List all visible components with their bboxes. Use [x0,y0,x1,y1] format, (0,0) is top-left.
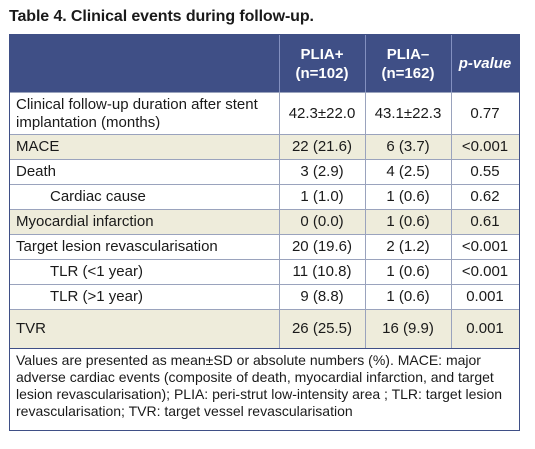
row-label: TLR (<1 year) [50,263,143,280]
plia-negative-value: 1 (0.6) [386,263,430,280]
plia-negative-value: 1 (0.6) [386,213,430,230]
row-label: Myocardial infarction [16,213,154,230]
plia-negative-value: 16 (9.9) [382,320,434,337]
plia-negative-value: 6 (3.7) [386,138,430,155]
header-p-value: p-value [451,35,519,92]
plia-positive-value: 1 (1.0) [300,188,344,205]
plia-negative-value: 43.1±22.3 [374,104,442,122]
table-row: Clinical follow-up duration after stent … [10,92,519,134]
clinical-events-table: PLIA+ (n=102) PLIA– (n=162) p-value Clin… [9,34,520,431]
row-label: TLR (>1 year) [50,288,143,305]
row-label: MACE [16,138,60,155]
plia-positive-value: 42.3±22.0 [288,104,356,122]
plia-negative-value: 4 (2.5) [386,163,430,180]
p-value: 0.77 [470,104,500,122]
p-value: <0.001 [461,138,509,155]
plia-positive-value: 0 (0.0) [300,213,344,230]
p-value: <0.001 [461,238,509,255]
header-plia-negative: PLIA– (n=162) [365,35,451,92]
table-header: PLIA+ (n=102) PLIA– (n=162) p-value [10,35,519,92]
row-label: Clinical follow-up duration after stent … [16,95,258,131]
table-row: Cardiac cause 1 (1.0) 1 (0.6) 0.62 [10,184,519,209]
plia-positive-value: 20 (19.6) [291,238,353,255]
table-footnote: Values are presented as mean±SD or absol… [10,348,519,430]
plia-negative-value: 2 (1.2) [386,238,430,255]
header-p-value-label: p-value [458,55,512,72]
p-value: 0.55 [470,163,500,180]
table-row: TLR (>1 year) 9 (8.8) 1 (0.6) 0.001 [10,284,519,309]
table-title: Table 4. Clinical events during follow-u… [9,8,314,25]
row-label: Target lesion revascularisation [16,238,218,255]
header-plia-positive-line1: PLIA+ [300,45,344,63]
plia-positive-value: 22 (21.6) [291,138,353,155]
table-row: Target lesion revascularisation 20 (19.6)… [10,234,519,259]
header-label-column [10,35,279,92]
row-label: TVR [16,320,46,337]
plia-positive-value: 26 (25.5) [291,320,353,337]
p-value: 0.001 [466,320,504,337]
header-plia-positive: PLIA+ (n=102) [279,35,365,92]
header-plia-positive-line2: (n=102) [295,64,349,82]
row-label: Cardiac cause [50,188,146,205]
table-row: MACE 22 (21.6) 6 (3.7) <0.001 [10,134,519,159]
plia-positive-value: 9 (8.8) [300,288,344,305]
table-row: TLR (<1 year) 11 (10.8) 1 (0.6) <0.001 [10,259,519,284]
p-value: 0.001 [466,288,504,305]
plia-positive-value: 11 (10.8) [292,263,352,280]
plia-positive-value: 3 (2.9) [300,163,344,180]
p-value: <0.001 [461,263,509,280]
table-row: TVR 26 (25.5) 16 (9.9) 0.001 [10,309,519,348]
p-value: 0.62 [470,188,500,205]
plia-negative-value: 1 (0.6) [386,288,430,305]
header-plia-negative-line2: (n=162) [381,64,435,82]
table-row: Death 3 (2.9) 4 (2.5) 0.55 [10,159,519,184]
p-value: 0.61 [470,213,500,230]
row-label: Death [16,163,57,180]
table-row: Myocardial infarction 0 (0.0) 1 (0.6) 0.61 [10,209,519,234]
header-plia-negative-line1: PLIA– [386,45,430,63]
plia-negative-value: 1 (0.6) [386,188,430,205]
